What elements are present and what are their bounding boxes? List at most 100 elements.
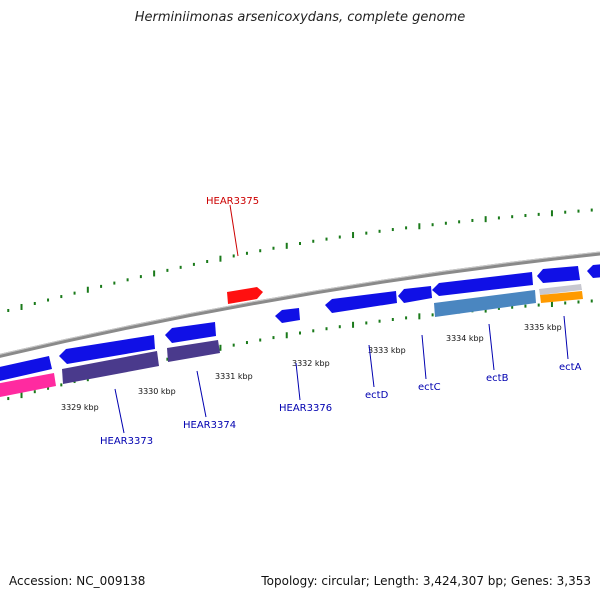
scale-label: 3331 kbp [215, 372, 253, 381]
outer-scale-tick [232, 254, 235, 258]
gene-label-HEAR3373[interactable]: HEAR3373 [100, 436, 153, 447]
inner-scale-tick [259, 338, 262, 342]
outer-scale-tick [378, 229, 381, 233]
gene-label-ectC[interactable]: ectC [418, 382, 441, 393]
cds-arrow-ectB[interactable] [432, 272, 533, 296]
inner-scale-tick [352, 321, 355, 328]
inner-scale-tick [20, 392, 23, 399]
outer-scale-tick [497, 216, 500, 220]
inner-scale-tick [577, 300, 580, 304]
outer-scale-tick [484, 216, 487, 223]
scale-label: 3330 kbp [138, 387, 176, 396]
gene-bar-HEAR3374[interactable] [167, 340, 220, 362]
scale-label: 3335 kbp [524, 323, 562, 332]
outer-scale-tick [299, 242, 301, 245]
outer-scale-tick [60, 295, 63, 299]
outer-scale-tick [192, 262, 195, 266]
gene-bar-ectA[interactable] [539, 284, 582, 295]
outer-scale-tick [86, 286, 89, 293]
cds-arrow-right-edge[interactable] [587, 264, 600, 278]
gene-leader-line [229, 204, 239, 257]
gene-leader-line [488, 323, 495, 371]
inner-scale-tick [564, 301, 567, 305]
inner-scale-tick [418, 313, 421, 320]
genome-backbone-highlight [0, 251, 600, 355]
gene-label-HEAR3375[interactable]: HEAR3375 [206, 196, 259, 207]
cds-arrow-HEAR3374[interactable] [165, 322, 216, 343]
outer-scale-tick [259, 249, 262, 253]
outer-scale-tick [577, 209, 580, 213]
inner-scale-tick [537, 303, 540, 307]
outer-scale-tick [444, 221, 447, 225]
outer-scale-tick [20, 303, 23, 310]
gene-label-ectD[interactable]: ectD [365, 390, 389, 401]
scale-label: 3332 kbp [292, 359, 330, 368]
outer-scale-tick [391, 228, 394, 232]
genome-stats-text: Topology: circular; Length: 3,424,307 bp… [261, 574, 591, 588]
outer-scale-tick [153, 270, 156, 277]
inner-scale-tick [285, 332, 288, 339]
inner-scale-tick [497, 306, 500, 310]
gene-label-HEAR3376[interactable]: HEAR3376 [279, 403, 332, 414]
outer-scale-tick [113, 281, 116, 285]
inner-scale-tick [391, 317, 394, 321]
inner-scale-tick [60, 383, 63, 387]
gene-bar-ectB[interactable] [434, 290, 536, 317]
outer-scale-tick [285, 242, 288, 249]
gene-bar-HEAR3373[interactable] [62, 351, 159, 384]
cds-arrow-left-edge[interactable] [0, 356, 52, 382]
outer-scale-tick [179, 265, 182, 269]
outer-scale-tick [245, 251, 248, 255]
inner-scale-tick [524, 304, 527, 308]
inner-scale-tick [365, 321, 368, 325]
cds-arrow-HEAR3376[interactable] [275, 308, 300, 323]
outer-scale-tick [431, 223, 434, 227]
inner-scale-tick [245, 341, 248, 345]
outer-scale-tick [47, 298, 50, 302]
accession-text: Accession: NC_009138 [9, 574, 146, 588]
outer-scale-tick [126, 278, 129, 282]
gene-label-ectA[interactable]: ectA [559, 362, 582, 373]
outer-scale-tick [405, 226, 408, 230]
gene-bar-left-edge[interactable] [0, 373, 56, 398]
inner-scale-tick [325, 327, 328, 331]
gene-leader-line [368, 344, 375, 388]
scale-label: 3334 kbp [446, 334, 484, 343]
inner-scale-tick [232, 343, 235, 347]
map-title: Herminiimonas arsenicoxydans, complete g… [134, 10, 466, 25]
inner-scale-tick [378, 319, 381, 323]
gene-label-ectB[interactable]: ectB [486, 373, 509, 384]
cds-arrow-ectA[interactable] [537, 266, 580, 283]
inner-scale-tick [299, 331, 301, 335]
gene-leader-line [563, 315, 569, 360]
outer-scale-tick [352, 232, 355, 239]
scale-labels: 3329 kbp 3330 kbp 3331 kbp 3332 kbp 3333 kbp… [61, 323, 562, 412]
outer-scale-tick [100, 284, 103, 288]
outer-scale-tick [219, 255, 222, 262]
outer-scale-tick [590, 208, 593, 212]
cds-arrow-ectC[interactable] [398, 286, 432, 303]
gene-bar-ectA-orange[interactable] [540, 291, 583, 303]
outer-scale-tick [338, 235, 341, 239]
cds-arrow-ectD[interactable] [325, 291, 397, 313]
outer-scale-tick [418, 223, 421, 230]
gene-HEAR3375-arrow[interactable] [227, 287, 263, 304]
outer-scale-tick [458, 220, 461, 224]
outer-scale-tick [471, 218, 474, 222]
inner-scale-tick [7, 397, 10, 401]
gene-labels: HEAR3375 HEAR3373 HEAR3374 HEAR3376 ectD ectC… [100, 196, 582, 447]
inner-scale-tick [405, 316, 408, 320]
outer-scale-tick [511, 215, 514, 219]
inner-scale-tick [219, 344, 222, 351]
gene-leader-line [421, 334, 427, 380]
gene-label-HEAR3374[interactable]: HEAR3374 [183, 420, 236, 431]
genome-backbone [0, 251, 600, 358]
cds-arrow-HEAR3373[interactable] [59, 335, 155, 364]
inner-scale-tick [33, 390, 36, 394]
inner-scale-tick [590, 299, 593, 303]
outer-scale-tick [206, 259, 209, 263]
outer-scale-tick [139, 275, 142, 279]
outer-scale-tick [312, 239, 315, 243]
inner-scale-tick [431, 313, 434, 317]
gene-leader-line [114, 388, 125, 434]
